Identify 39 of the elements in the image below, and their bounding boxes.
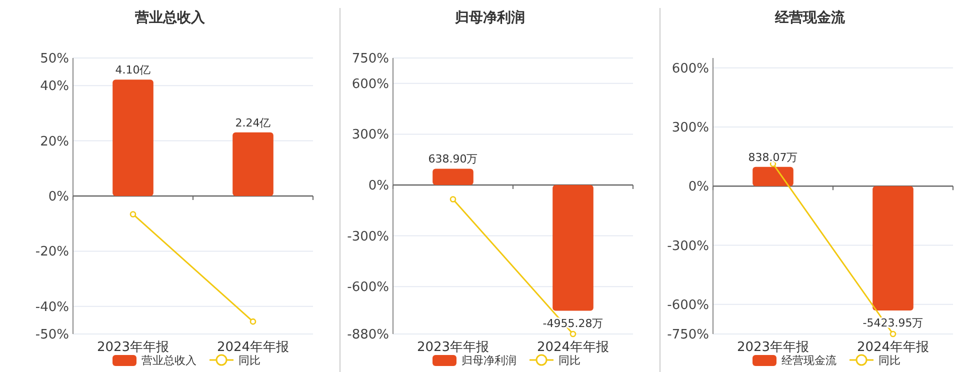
y-tick-label: -300%: [667, 238, 709, 254]
x-tick-label: 2024年年报: [536, 340, 610, 355]
legend-label: 同比: [558, 354, 580, 367]
data-label: 838.07万: [748, 150, 798, 164]
legend-label: 经营现金流: [782, 354, 836, 367]
data-label: 2.24亿: [235, 116, 271, 130]
y-tick-label: -750%: [667, 328, 709, 342]
y-tick-label: 750%: [352, 52, 389, 66]
legend-label: 归母净利润: [462, 354, 516, 367]
y-tick-label: 600%: [352, 76, 389, 92]
y-tick-label: 0%: [368, 178, 389, 194]
y-tick-label: -600%: [667, 298, 709, 313]
y-tick-label: 0%: [48, 190, 69, 204]
data-label: 4.10亿: [115, 64, 151, 77]
y-tick-label: -40%: [35, 300, 69, 315]
y-tick-label: 600%: [672, 61, 709, 76]
y-tick-label: 40%: [40, 79, 69, 94]
y-tick-label: 50%: [40, 52, 69, 66]
legend-label: 同比: [878, 354, 900, 367]
x-tick-label: 2024年年报: [216, 340, 290, 355]
y-tick-label: -50%: [35, 328, 69, 342]
y-tick-label: 0%: [688, 180, 709, 195]
y-tick-label: -600%: [347, 280, 389, 296]
y-tick-label: 300%: [352, 128, 389, 143]
y-tick-label: -300%: [347, 229, 389, 244]
x-tick-label: 2024年年报: [856, 340, 930, 355]
x-tick-label: 2023年年报: [96, 340, 170, 355]
x-tick-label: 2023年年报: [416, 340, 490, 355]
y-tick-label: -880%: [347, 328, 389, 342]
x-tick-label: 2023年年报: [736, 340, 810, 355]
y-tick-label: 300%: [672, 120, 709, 136]
legend-label: 营业总收入: [142, 354, 196, 367]
chart-title: 归母净利润: [454, 9, 525, 26]
chart-title: 经营现金流: [774, 9, 846, 26]
y-tick-label: 20%: [40, 134, 69, 150]
legend-label: 同比: [238, 354, 260, 367]
chart-title: 营业总收入: [134, 10, 206, 26]
y-tick-label: -20%: [35, 244, 69, 260]
data-label: 638.90万: [428, 152, 478, 166]
